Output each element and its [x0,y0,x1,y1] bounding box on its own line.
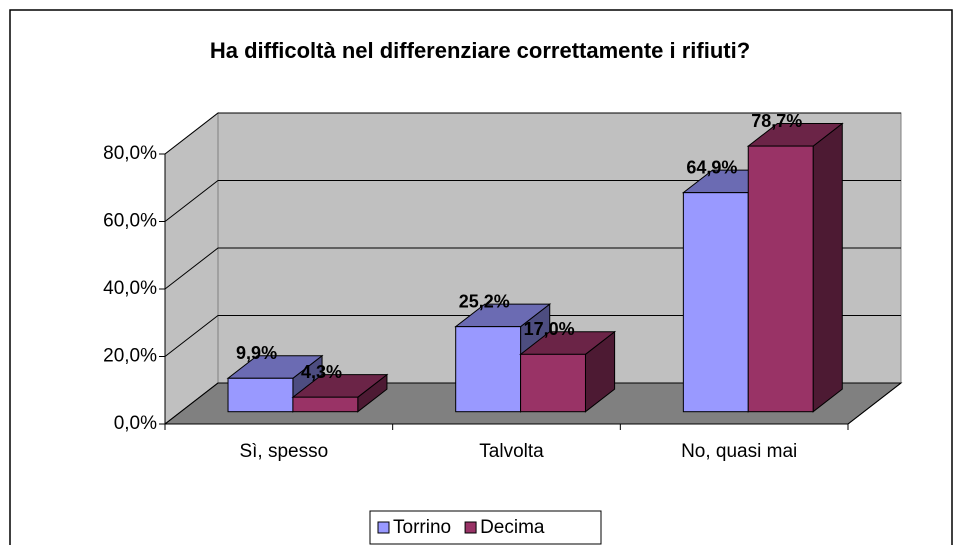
bar [227,377,294,413]
x-tick-label: Talvolta [479,441,544,462]
legend-label: Torrino [393,517,451,538]
x-tick-label: Sì, spesso [239,441,328,462]
grid-line [164,247,901,290]
legend-box [369,510,602,545]
x-axis-back [847,382,902,425]
x-tick-label: No, quasi mai [681,441,797,462]
y-tick-label: 80,0% [103,143,157,164]
bar-side [812,122,843,413]
bar [682,192,749,413]
grid-line [164,112,901,155]
grid-line [164,382,901,425]
bar [455,326,522,413]
data-label: 25,2% [459,291,510,311]
grid-line [164,180,901,222]
bar [520,353,586,413]
bar [747,145,814,413]
grid-line [164,315,901,357]
data-label: 17,0% [524,319,575,339]
y-tick-label: 0,0% [114,413,157,434]
y-tick-label: 40,0% [103,278,157,299]
legend-swatch [377,521,390,534]
legend-label: Decima [480,517,545,538]
data-label: 64,9% [686,157,737,177]
y-tick-label: 60,0% [103,211,157,232]
data-label: 4,3% [301,362,342,382]
data-label: 78,7% [751,111,802,131]
bar [292,396,359,413]
chart-title: Ha difficoltà nel differenziare corretta… [210,38,750,63]
data-label: 9,9% [236,343,277,363]
legend-swatch [464,521,477,534]
y-tick-label: 20,0% [103,346,157,367]
